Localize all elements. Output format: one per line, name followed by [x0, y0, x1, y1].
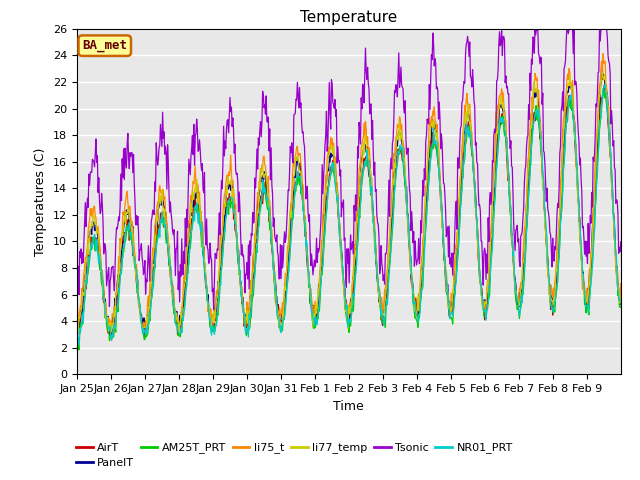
- PanelT: [285, 235, 292, 240]
- AM25T_PRT: [285, 262, 292, 267]
- PanelT: [237, 282, 245, 288]
- NR01_PRT: [264, 204, 272, 210]
- Tsonic: [264, 114, 272, 120]
- li77_temp: [139, 331, 147, 336]
- AirT: [406, 247, 413, 252]
- Legend: AirT, PanelT, AM25T_PRT, li75_t, li77_temp, Tsonic, NR01_PRT: AirT, PanelT, AM25T_PRT, li75_t, li77_te…: [72, 438, 517, 472]
- li75_t: [436, 171, 444, 177]
- Line: NR01_PRT: NR01_PRT: [77, 84, 621, 344]
- AirT: [436, 184, 444, 190]
- li77_temp: [73, 328, 81, 334]
- Tsonic: [617, 239, 625, 244]
- NR01_PRT: [237, 292, 245, 298]
- PanelT: [598, 67, 606, 72]
- Tsonic: [531, 26, 539, 32]
- AM25T_PRT: [264, 205, 272, 211]
- li75_t: [73, 312, 81, 318]
- li75_t: [617, 281, 625, 287]
- AirT: [264, 198, 272, 204]
- AM25T_PRT: [406, 243, 413, 249]
- li77_temp: [617, 297, 625, 302]
- AM25T_PRT: [436, 184, 444, 190]
- AirT: [138, 312, 145, 318]
- Line: li75_t: li75_t: [77, 54, 621, 332]
- li75_t: [108, 329, 115, 335]
- X-axis label: Time: Time: [333, 400, 364, 413]
- Tsonic: [285, 188, 292, 193]
- Line: li77_temp: li77_temp: [77, 72, 621, 334]
- PanelT: [138, 312, 145, 317]
- li75_t: [138, 322, 145, 327]
- Line: PanelT: PanelT: [77, 70, 621, 336]
- Line: Tsonic: Tsonic: [77, 29, 621, 310]
- AirT: [285, 250, 292, 256]
- NR01_PRT: [602, 82, 609, 87]
- li77_temp: [137, 314, 145, 320]
- AirT: [601, 83, 609, 88]
- Tsonic: [137, 247, 145, 252]
- li75_t: [406, 250, 413, 256]
- AirT: [73, 329, 81, 335]
- AM25T_PRT: [600, 86, 607, 92]
- Tsonic: [436, 115, 444, 120]
- PanelT: [106, 333, 114, 338]
- li75_t: [285, 234, 292, 240]
- Text: BA_met: BA_met: [82, 39, 127, 52]
- AM25T_PRT: [237, 293, 245, 299]
- AirT: [108, 337, 115, 343]
- NR01_PRT: [436, 183, 444, 189]
- Line: AirT: AirT: [77, 85, 621, 340]
- NR01_PRT: [138, 319, 145, 325]
- NR01_PRT: [75, 341, 83, 347]
- PanelT: [436, 178, 444, 183]
- Tsonic: [406, 187, 413, 192]
- li75_t: [599, 51, 607, 57]
- PanelT: [406, 244, 413, 250]
- li77_temp: [237, 286, 245, 291]
- AM25T_PRT: [73, 336, 81, 342]
- AirT: [617, 290, 625, 296]
- Tsonic: [237, 252, 245, 258]
- PanelT: [617, 301, 625, 307]
- Y-axis label: Temperatures (C): Temperatures (C): [35, 147, 47, 256]
- li77_temp: [406, 238, 413, 243]
- AirT: [237, 291, 245, 297]
- AM25T_PRT: [138, 316, 145, 322]
- NR01_PRT: [617, 299, 625, 305]
- PanelT: [264, 195, 272, 201]
- AM25T_PRT: [617, 304, 625, 310]
- li77_temp: [285, 243, 292, 249]
- li75_t: [264, 174, 272, 180]
- AM25T_PRT: [75, 347, 83, 353]
- NR01_PRT: [406, 235, 413, 240]
- PanelT: [73, 330, 81, 336]
- Tsonic: [73, 287, 81, 292]
- li77_temp: [436, 179, 444, 185]
- li77_temp: [264, 201, 272, 207]
- Tsonic: [210, 307, 218, 312]
- NR01_PRT: [285, 267, 292, 273]
- li75_t: [237, 282, 245, 288]
- NR01_PRT: [73, 333, 81, 338]
- Line: AM25T_PRT: AM25T_PRT: [77, 89, 621, 350]
- Title: Temperature: Temperature: [300, 10, 397, 25]
- li77_temp: [598, 70, 606, 75]
